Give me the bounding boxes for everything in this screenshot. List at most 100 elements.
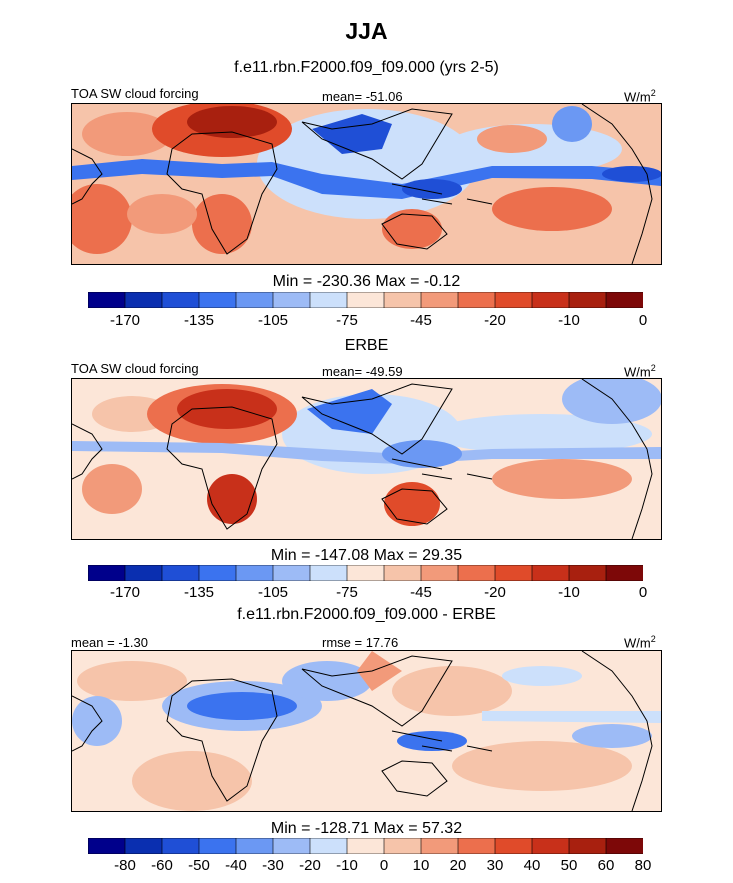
- colorbar-swatch: [88, 565, 126, 581]
- colorbar-tick-label: 60: [597, 857, 615, 874]
- colorbar-swatch: [457, 292, 496, 308]
- panel-3-map: [71, 650, 662, 812]
- colorbar-tick-label: -170: [109, 312, 141, 329]
- panel-2-coastlines: [72, 379, 653, 539]
- panel-2-colorbar-ticks: -170 -135 -105 -75 -45 -20 -10 0: [88, 584, 647, 602]
- colorbar-swatch: [457, 838, 496, 854]
- colorbar-tick-label: 0: [638, 312, 648, 329]
- colorbar-swatch: [161, 565, 200, 581]
- colorbar-swatch: [309, 565, 348, 581]
- colorbar-tick-label: -135: [183, 584, 215, 601]
- colorbar-swatch: [531, 292, 570, 308]
- colorbar-tick-label: -75: [336, 312, 358, 329]
- colorbar-tick-label: -20: [299, 857, 321, 874]
- colorbar-swatch: [568, 292, 607, 308]
- colorbar-swatch: [124, 838, 163, 854]
- colorbar-swatch: [605, 565, 643, 581]
- colorbar-tick-label: -105: [257, 584, 289, 601]
- colorbar-swatch: [161, 838, 200, 854]
- panel-1-title: f.e11.rbn.F2000.f09_f09.000 (yrs 2-5): [234, 59, 499, 76]
- panel-3-center-label: rmse = 17.76: [322, 635, 399, 650]
- colorbar-swatch: [124, 565, 163, 581]
- colorbar-swatch: [346, 292, 385, 308]
- figure-title: JJA: [345, 18, 388, 44]
- colorbar-tick-label: -50: [188, 857, 210, 874]
- colorbar-tick-label: 10: [412, 857, 430, 874]
- colorbar-tick-label: 30: [486, 857, 504, 874]
- colorbar-swatch: [198, 838, 237, 854]
- colorbar-swatch: [420, 838, 459, 854]
- colorbar-tick-label: 0: [638, 584, 648, 601]
- colorbar-swatch: [88, 292, 126, 308]
- colorbar-swatch: [420, 565, 459, 581]
- colorbar-tick-label: -40: [225, 857, 247, 874]
- colorbar-tick-label: -20: [484, 312, 506, 329]
- panel-3-unit: W/m2: [624, 634, 656, 651]
- colorbar-swatch: [457, 565, 496, 581]
- panel-3-colorbar-ticks: -80 -60 -50 -40 -30 -20 -10 0 10 20 30 40 50 60 80: [88, 857, 651, 875]
- panel-2-field: [72, 379, 661, 539]
- panel-2-title: ERBE: [344, 337, 389, 354]
- panel-1-colorbar: [88, 292, 643, 308]
- colorbar-swatch: [346, 565, 385, 581]
- colorbar-tick-label: -60: [151, 857, 173, 874]
- colorbar-swatch: [605, 292, 643, 308]
- colorbar-tick-label: 0: [379, 857, 389, 874]
- colorbar-swatch: [161, 292, 200, 308]
- colorbar-swatch: [124, 292, 163, 308]
- colorbar-tick-label: -45: [410, 312, 432, 329]
- panel-2-left-label: TOA SW cloud forcing: [71, 361, 199, 376]
- colorbar-tick-label: -45: [410, 584, 432, 601]
- panel-1-min-max: Min = -230.36 Max = -0.12: [272, 273, 461, 290]
- colorbar-swatch: [383, 838, 422, 854]
- panel-1-left-label: TOA SW cloud forcing: [71, 86, 199, 101]
- panel-1-center-label: mean= -51.06: [322, 89, 403, 104]
- colorbar-swatch: [272, 838, 311, 854]
- colorbar-tick-label: -20: [484, 584, 506, 601]
- colorbar-swatch: [531, 565, 570, 581]
- panel-3-coastlines: [72, 651, 653, 811]
- colorbar-tick-label: -10: [558, 312, 580, 329]
- panel-1-field: [72, 104, 661, 264]
- colorbar-swatch: [88, 838, 126, 854]
- colorbar-tick-label: 80: [634, 857, 652, 874]
- colorbar-tick-label: -135: [183, 312, 215, 329]
- colorbar-swatch: [383, 292, 422, 308]
- colorbar-tick-label: -170: [109, 584, 141, 601]
- colorbar-swatch: [235, 292, 274, 308]
- colorbar-swatch: [420, 292, 459, 308]
- colorbar-tick-label: -10: [558, 584, 580, 601]
- colorbar-tick-label: 50: [560, 857, 578, 874]
- colorbar-swatch: [272, 292, 311, 308]
- colorbar-swatch: [531, 838, 570, 854]
- panel-3-field: [72, 651, 661, 811]
- panel-3-min-max: Min = -128.71 Max = 57.32: [270, 820, 463, 837]
- colorbar-swatch: [309, 838, 348, 854]
- colorbar-swatch: [494, 838, 533, 854]
- panel-3-left-label: mean = -1.30: [71, 635, 148, 650]
- colorbar-swatch: [235, 838, 274, 854]
- colorbar-tick-label: -105: [257, 312, 289, 329]
- colorbar-tick-label: -10: [336, 857, 358, 874]
- colorbar-swatch: [346, 838, 385, 854]
- panel-2-center-label: mean= -49.59: [322, 364, 403, 379]
- colorbar-swatch: [272, 565, 311, 581]
- colorbar-swatch: [494, 565, 533, 581]
- colorbar-swatch: [494, 292, 533, 308]
- colorbar-swatch: [568, 565, 607, 581]
- colorbar-swatch: [235, 565, 274, 581]
- panel-1-coastlines: [72, 104, 653, 264]
- panel-2-unit: W/m2: [624, 363, 656, 380]
- panel-1-unit: W/m2: [624, 88, 656, 105]
- colorbar-tick-label: 20: [449, 857, 467, 874]
- panel-1-map: [71, 103, 662, 265]
- panel-2-min-max: Min = -147.08 Max = 29.35: [270, 547, 463, 564]
- panel-3-colorbar: [88, 838, 643, 854]
- panel-2-map: [71, 378, 662, 540]
- colorbar-swatch: [605, 838, 643, 854]
- colorbar-tick-label: 40: [523, 857, 541, 874]
- panel-3-title: f.e11.rbn.F2000.f09_f09.000 - ERBE: [237, 606, 496, 623]
- colorbar-tick-label: -80: [114, 857, 136, 874]
- colorbar-swatch: [198, 565, 237, 581]
- colorbar-tick-label: -30: [262, 857, 284, 874]
